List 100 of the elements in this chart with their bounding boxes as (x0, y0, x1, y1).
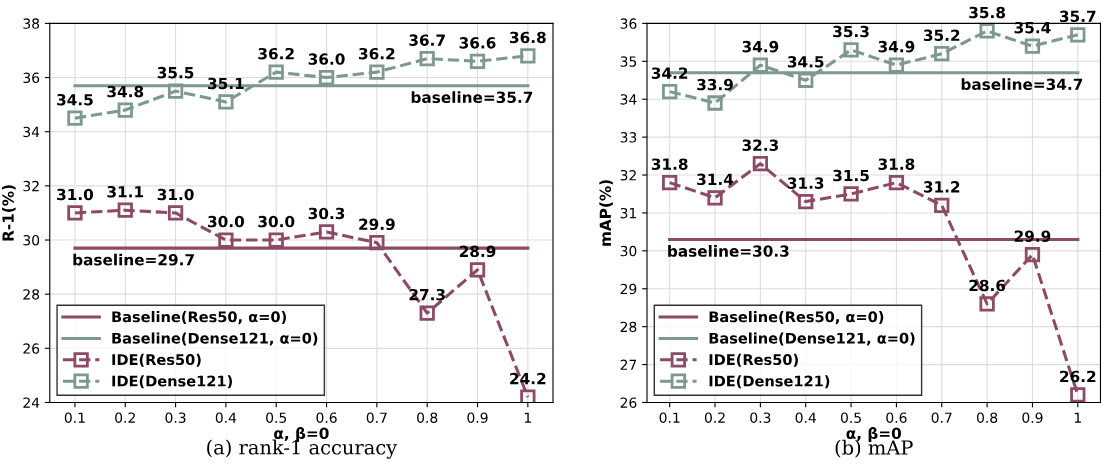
data-label: 31.1 (107, 185, 144, 198)
x-tick-label: 0.8 (976, 412, 998, 423)
point (843, 42, 859, 58)
point (752, 156, 769, 172)
data-label: 36.7 (409, 34, 445, 46)
legend-label: IDE(Res50) (709, 353, 798, 367)
point (1070, 27, 1086, 43)
point (117, 102, 133, 118)
annotation: baseline=29.7 (73, 253, 194, 266)
data-label: 27.3 (409, 288, 445, 301)
x-tick-label: 0.3 (750, 412, 771, 423)
point (979, 296, 995, 312)
point (520, 48, 536, 64)
point (888, 57, 905, 73)
y-tick-label: 31 (620, 207, 636, 219)
point (798, 193, 814, 210)
data-label: 35.2 (923, 29, 960, 42)
point (67, 110, 83, 126)
y-tick-label: 26 (620, 397, 637, 408)
data-label: 32.3 (742, 139, 779, 151)
data-label: 34.5 (787, 56, 824, 68)
x-tick-label: 0.5 (266, 412, 287, 423)
y-tick-label: 36 (23, 72, 40, 84)
point (1024, 38, 1041, 54)
text: (b) mAP (835, 439, 913, 458)
point (662, 174, 678, 191)
legend-label: Baseline(Res50, α=0) (112, 311, 286, 325)
y-tick-label: 35 (620, 56, 637, 67)
x-tick-label: 0.5 (840, 412, 861, 423)
legend-label: IDE(Dense121) (112, 375, 232, 389)
x-tick-label: 1 (524, 412, 531, 423)
point (843, 186, 859, 202)
point (934, 46, 950, 62)
point (268, 232, 284, 248)
data-label: 33.9 (697, 78, 733, 91)
x-tick-label: 0.8 (417, 412, 438, 423)
point (1070, 387, 1086, 403)
y-tick-label: 29 (620, 283, 637, 295)
point (707, 95, 723, 111)
legend-label: IDE(Res50) (112, 353, 201, 367)
y-tick-label: 32 (23, 180, 39, 192)
annotation: baseline=35.7 (411, 91, 533, 104)
point (318, 224, 335, 240)
y-tick-label: 36 (620, 18, 637, 29)
data-label: 26.2 (1060, 370, 1096, 383)
data-label: 31.5 (833, 169, 869, 182)
point (117, 202, 133, 218)
x-tick-label: 0.7 (931, 412, 952, 423)
y-tick-label: 38 (23, 18, 40, 29)
point (979, 23, 995, 39)
data-label: 36.0 (308, 53, 345, 65)
y-axis-title: R-1(%) (2, 185, 16, 241)
y-tick-label: 32 (620, 170, 636, 181)
data-label: 24.2 (510, 372, 546, 385)
point (67, 205, 83, 221)
x-tick-label: 0.6 (316, 412, 337, 423)
y-tick-label: 34 (23, 126, 40, 138)
y-tick-label: 24 (23, 397, 40, 408)
y-tick-label: 26 (23, 343, 40, 354)
annotation: baseline=34.7 (961, 78, 1083, 91)
data-label: 34.8 (107, 85, 144, 98)
y-tick-label: 27 (620, 359, 637, 370)
x-tick-label: 0.2 (115, 412, 135, 423)
data-label: 34.2 (651, 67, 688, 79)
data-label: 35.7 (1059, 10, 1096, 23)
point (419, 305, 435, 321)
data-label: 34.5 (57, 93, 93, 106)
point (520, 389, 536, 403)
annotation: baseline=30.3 (668, 245, 789, 257)
point (369, 235, 385, 251)
data-label: 35.5 (157, 66, 194, 79)
point (167, 205, 184, 221)
data-label: 34.9 (742, 40, 779, 53)
data-label: 36.2 (359, 47, 395, 60)
x-tick-label: 0.3 (165, 412, 186, 423)
data-label: 30.3 (308, 207, 345, 220)
x-tick-label: 0.9 (1022, 412, 1043, 423)
x-tick-label: 0.2 (704, 412, 725, 423)
point (369, 64, 385, 80)
y-tick-label: 28 (620, 321, 637, 333)
point (1024, 247, 1041, 263)
data-label: 29.9 (359, 218, 395, 231)
legend-label: Baseline(Dense121, α=0) (709, 332, 915, 346)
y-tick-label: 34 (620, 94, 637, 105)
x-tick-label: 0.6 (886, 412, 907, 423)
point (469, 53, 486, 69)
x-tick-label: 0.9 (467, 412, 488, 423)
data-label: 31.0 (157, 188, 194, 201)
point (419, 50, 435, 67)
y-axis-title: mAP(%) (599, 180, 613, 246)
x-tick-label: 0.4 (795, 412, 816, 423)
data-label: 35.8 (969, 6, 1006, 19)
legend-label: Baseline(Res50, α=0) (709, 311, 884, 325)
point (934, 197, 950, 213)
data-label: 31.8 (878, 158, 915, 170)
x-tick-label: 1 (1074, 412, 1081, 423)
legend-label: IDE(Dense121) (709, 375, 830, 389)
point (318, 69, 335, 86)
data-label: 28.9 (459, 245, 496, 258)
y-tick-label: 30 (23, 234, 40, 246)
